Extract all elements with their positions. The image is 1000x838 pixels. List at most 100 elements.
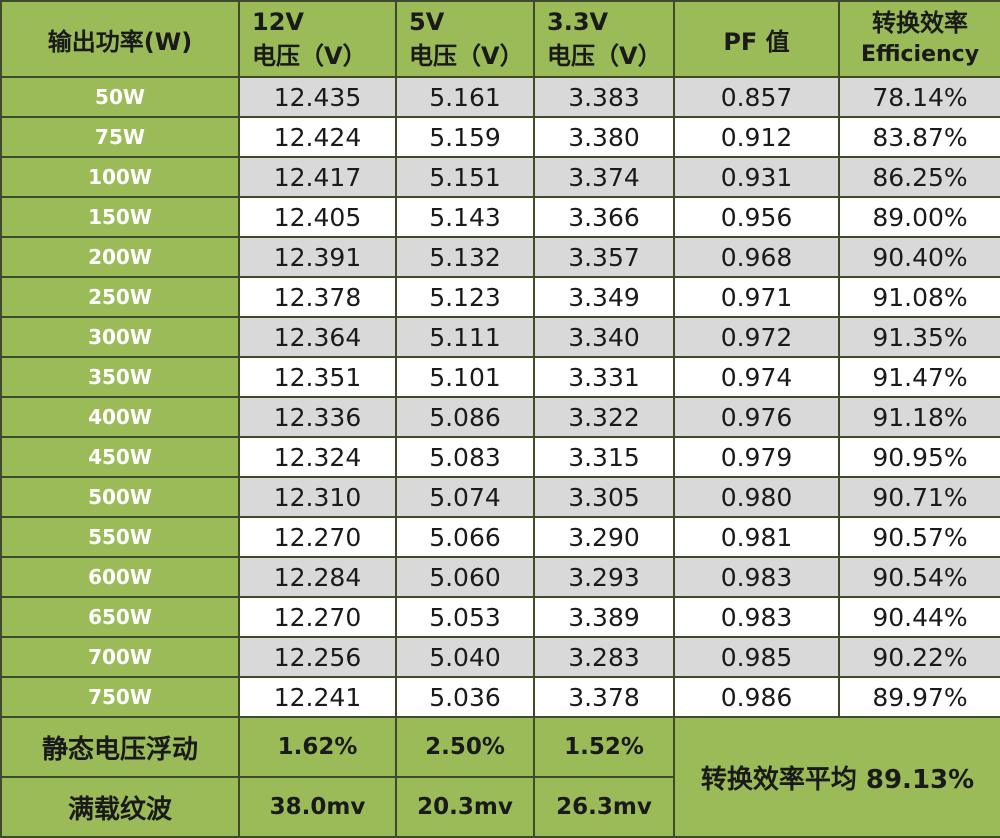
- power-cell: 450W: [0, 436, 240, 478]
- power-cell: 350W: [0, 356, 240, 398]
- header-efficiency-line1: 转换效率: [872, 9, 968, 37]
- pf-cell: 0.986: [673, 676, 840, 718]
- header-5v-line1: 5V: [409, 8, 445, 36]
- table-row: 75W 12.424 5.159 3.380 0.912 83.87%: [0, 116, 1000, 158]
- efficiency-cell: 90.44%: [838, 596, 1000, 638]
- v12-cell: 12.310: [238, 476, 397, 518]
- v33-cell: 3.366: [533, 196, 675, 238]
- v33-cell: 3.305: [533, 476, 675, 518]
- v12-cell: 12.364: [238, 316, 397, 358]
- efficiency-cell: 83.87%: [838, 116, 1000, 158]
- power-cell: 75W: [0, 116, 240, 158]
- pf-cell: 0.974: [673, 356, 840, 398]
- v5-cell: 5.040: [395, 636, 535, 678]
- header-pf: PF 值: [673, 0, 840, 78]
- ripple-12v: 38.0mv: [238, 776, 397, 838]
- table-row: 550W 12.270 5.066 3.290 0.981 90.57%: [0, 516, 1000, 558]
- efficiency-cell: 78.14%: [838, 76, 1000, 118]
- table-row: 700W 12.256 5.040 3.283 0.985 90.22%: [0, 636, 1000, 678]
- v5-cell: 5.123: [395, 276, 535, 318]
- average-efficiency: 转换效率平均 89.13%: [673, 716, 1000, 838]
- fluctuation-3v3: 1.52%: [533, 716, 675, 778]
- fluctuation-12v: 1.62%: [238, 716, 397, 778]
- v33-cell: 3.322: [533, 396, 675, 438]
- header-3v3-line2: 电压（V）: [547, 42, 662, 70]
- v5-cell: 5.083: [395, 436, 535, 478]
- pf-cell: 0.983: [673, 556, 840, 598]
- header-3v3-line1: 3.3V: [547, 8, 609, 36]
- power-cell: 150W: [0, 196, 240, 238]
- table-row: 200W 12.391 5.132 3.357 0.968 90.40%: [0, 236, 1000, 278]
- v33-cell: 3.293: [533, 556, 675, 598]
- pf-cell: 0.979: [673, 436, 840, 478]
- power-cell: 250W: [0, 276, 240, 318]
- efficiency-cell: 91.08%: [838, 276, 1000, 318]
- pf-cell: 0.931: [673, 156, 840, 198]
- table-row: 650W 12.270 5.053 3.389 0.983 90.44%: [0, 596, 1000, 638]
- efficiency-cell: 90.40%: [838, 236, 1000, 278]
- v33-cell: 3.315: [533, 436, 675, 478]
- v12-cell: 12.405: [238, 196, 397, 238]
- v33-cell: 3.357: [533, 236, 675, 278]
- v12-cell: 12.270: [238, 516, 397, 558]
- efficiency-cell: 90.57%: [838, 516, 1000, 558]
- power-cell: 50W: [0, 76, 240, 118]
- header-efficiency-line2: Efficiency: [860, 42, 980, 67]
- ripple-label: 满载纹波: [0, 776, 240, 838]
- v12-cell: 12.256: [238, 636, 397, 678]
- v5-cell: 5.161: [395, 76, 535, 118]
- v33-cell: 3.283: [533, 636, 675, 678]
- table-row: 300W 12.364 5.111 3.340 0.972 91.35%: [0, 316, 1000, 358]
- pf-cell: 0.972: [673, 316, 840, 358]
- power-cell: 100W: [0, 156, 240, 198]
- pf-cell: 0.976: [673, 396, 840, 438]
- v33-cell: 3.389: [533, 596, 675, 638]
- v5-cell: 5.159: [395, 116, 535, 158]
- table-row: 600W 12.284 5.060 3.293 0.983 90.54%: [0, 556, 1000, 598]
- efficiency-cell: 90.71%: [838, 476, 1000, 518]
- fluctuation-5v: 2.50%: [395, 716, 535, 778]
- header-output-power: 输出功率(W): [0, 0, 240, 78]
- v5-cell: 5.151: [395, 156, 535, 198]
- table-row: 100W 12.417 5.151 3.374 0.931 86.25%: [0, 156, 1000, 198]
- efficiency-cell: 86.25%: [838, 156, 1000, 198]
- power-cell: 200W: [0, 236, 240, 278]
- table-row: 350W 12.351 5.101 3.331 0.974 91.47%: [0, 356, 1000, 398]
- v12-cell: 12.324: [238, 436, 397, 478]
- efficiency-cell: 90.54%: [838, 556, 1000, 598]
- pf-cell: 0.983: [673, 596, 840, 638]
- v5-cell: 5.143: [395, 196, 535, 238]
- power-cell: 650W: [0, 596, 240, 638]
- ripple-3v3: 26.3mv: [533, 776, 675, 838]
- v5-cell: 5.036: [395, 676, 535, 718]
- efficiency-cell: 90.95%: [838, 436, 1000, 478]
- power-cell: 400W: [0, 396, 240, 438]
- pf-cell: 0.980: [673, 476, 840, 518]
- pf-cell: 0.857: [673, 76, 840, 118]
- v5-cell: 5.111: [395, 316, 535, 358]
- efficiency-cell: 90.22%: [838, 636, 1000, 678]
- v5-cell: 5.132: [395, 236, 535, 278]
- v12-cell: 12.435: [238, 76, 397, 118]
- table-row: 450W 12.324 5.083 3.315 0.979 90.95%: [0, 436, 1000, 478]
- v5-cell: 5.053: [395, 596, 535, 638]
- pf-cell: 0.968: [673, 236, 840, 278]
- v12-cell: 12.241: [238, 676, 397, 718]
- pf-cell: 0.981: [673, 516, 840, 558]
- v5-cell: 5.101: [395, 356, 535, 398]
- v12-cell: 12.284: [238, 556, 397, 598]
- power-cell: 700W: [0, 636, 240, 678]
- v5-cell: 5.086: [395, 396, 535, 438]
- efficiency-cell: 89.00%: [838, 196, 1000, 238]
- power-cell: 750W: [0, 676, 240, 718]
- header-5v: 5V 电压（V）: [395, 0, 535, 78]
- v12-cell: 12.424: [238, 116, 397, 158]
- table-row: 50W 12.435 5.161 3.383 0.857 78.14%: [0, 76, 1000, 118]
- efficiency-cell: 91.18%: [838, 396, 1000, 438]
- v33-cell: 3.380: [533, 116, 675, 158]
- header-12v-line2: 电压（V）: [252, 42, 367, 70]
- pf-cell: 0.985: [673, 636, 840, 678]
- header-3v3: 3.3V 电压（V）: [533, 0, 675, 78]
- v12-cell: 12.378: [238, 276, 397, 318]
